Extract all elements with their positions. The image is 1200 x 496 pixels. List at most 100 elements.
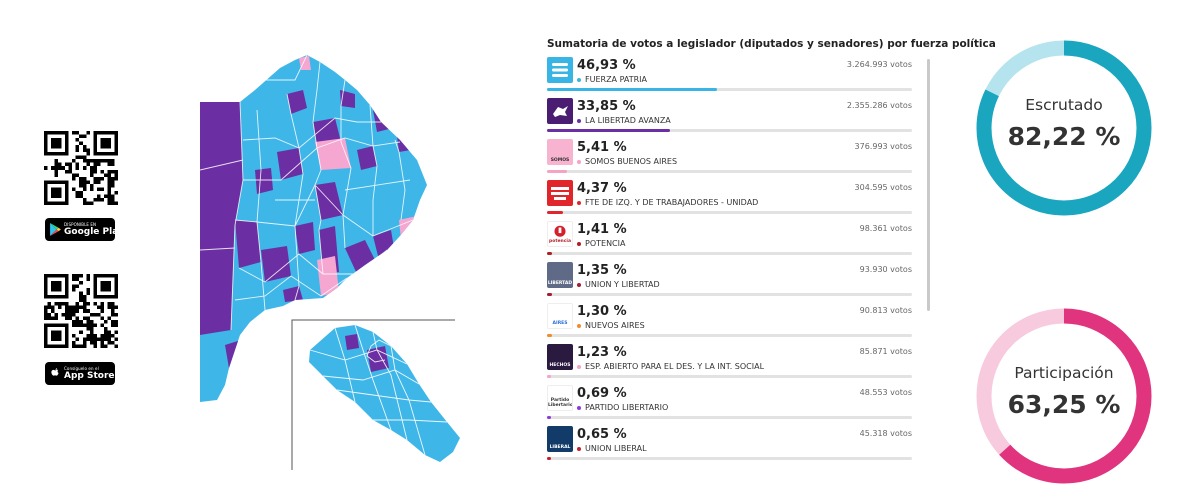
apple-icon (51, 368, 59, 376)
party-results-list[interactable]: 46,93 % 3.264.993 votos FUERZA PATRIA 33,85… (544, 55, 920, 475)
fuerza-patria-logo (547, 57, 573, 83)
party-bar-fill (547, 416, 552, 419)
party-row[interactable]: SOMOS 5,41 % 376.993 votos SOMOS BUENOS AIR… (544, 137, 920, 178)
party-bar-track (547, 252, 912, 255)
party-row[interactable]: AIRES 1,30 % 90.813 votos NUEVOS AIRES (544, 301, 920, 342)
party-bar-fill (547, 252, 553, 255)
escrutado-ring (976, 40, 1152, 216)
party-name-row: FTE DE IZQ. Y DE TRABAJADORES - UNIDAD (577, 198, 758, 207)
union-liberal-logo: LIBERAL (547, 426, 573, 452)
party-logo-text: LIBERTAD (547, 280, 573, 286)
party-percentage: 46,93 % (577, 58, 636, 73)
party-name: LA LIBERTAD AVANZA (585, 116, 671, 125)
party-name: POTENCIA (585, 239, 626, 248)
party-bar-track (547, 88, 912, 91)
fit-icon (551, 187, 569, 200)
party-name-row: POTENCIA (577, 239, 625, 248)
escrutado-gauge: Escrutado 82,22 % (976, 40, 1152, 216)
party-color-dot (577, 77, 581, 82)
electoral-map[interactable] (195, 50, 475, 470)
potencia-logo: potencia (547, 221, 573, 247)
qr-code-app-store (44, 274, 118, 348)
results-title: Sumatoria de votos a legislador (diputad… (547, 38, 996, 50)
party-color-dot (577, 159, 581, 164)
participacion-value: 63,25 % (1007, 390, 1121, 419)
party-bar-track (547, 416, 912, 419)
party-row[interactable]: HECHOS 1,23 % 85.871 votos ESP. ABIERTO PAR… (544, 342, 920, 383)
fit-logo (547, 180, 573, 206)
party-name-row: SOMOS BUENOS AIRES (577, 157, 677, 166)
potencia-icon (554, 225, 566, 237)
party-bar-track (547, 129, 912, 132)
list-scrollbar[interactable] (927, 59, 930, 311)
hechos-logo: HECHOS (547, 344, 573, 370)
party-name: UNION LIBERAL (585, 444, 647, 453)
party-votes: 376.993 votos (854, 142, 912, 151)
party-bar-fill (547, 375, 552, 378)
party-votes: 3.264.993 votos (846, 60, 912, 69)
party-color-dot (577, 364, 581, 369)
party-votes: 45.318 votos (859, 429, 912, 438)
party-logo-text: potencia (549, 238, 571, 244)
union-libertad-logo: LIBERTAD (547, 262, 573, 288)
party-bar-track (547, 334, 912, 337)
party-votes: 90.813 votos (859, 306, 912, 315)
party-logo-text: Partido Libertario (548, 398, 573, 408)
party-bar-track (547, 375, 912, 378)
party-row[interactable]: potencia 1,41 % 98.361 votos POTENCIA (544, 219, 920, 260)
gba-inset-map (309, 325, 460, 462)
party-percentage: 0,65 % (577, 427, 627, 442)
party-row[interactable]: Partido Libertario 0,69 % 48.553 votos PART… (544, 383, 920, 424)
party-name: NUEVOS AIRES (585, 321, 645, 330)
participacion-label: Participación (1014, 364, 1114, 382)
party-name-row: NUEVOS AIRES (577, 321, 645, 330)
nuevos-aires-logo: AIRES (547, 303, 573, 329)
party-percentage: 1,35 % (577, 263, 627, 278)
somos-logo: SOMOS (547, 139, 573, 165)
party-bar-fill (547, 129, 670, 132)
participacion-gauge: Participación 63,25 % (976, 308, 1152, 484)
app-store-small-text: Consíguelo en el (64, 365, 99, 371)
party-name: FUERZA PATRIA (585, 75, 648, 84)
party-name-row: FUERZA PATRIA (577, 75, 647, 84)
party-votes: 2.355.286 votos (846, 101, 912, 110)
party-color-dot (577, 241, 581, 246)
party-logo-text: HECHOS (549, 362, 571, 368)
party-name-row: ESP. ABIERTO PARA EL DES. Y LA INT. SOCI… (577, 362, 764, 371)
party-row[interactable]: 4,37 % 304.595 votos FTE DE IZQ. Y DE TRAB… (544, 178, 920, 219)
escrutado-value: 82,22 % (1007, 122, 1121, 151)
party-bar-fill (547, 211, 563, 214)
app-store-big-text: App Store (64, 370, 115, 381)
party-votes: 85.871 votos (859, 347, 912, 356)
party-row[interactable]: LIBERTAD 1,35 % 93.930 votos UNION Y LIBERT… (544, 260, 920, 301)
google-play-big-text: Google Play (64, 226, 124, 237)
party-bar-fill (547, 293, 552, 296)
party-row[interactable]: 46,93 % 3.264.993 votos FUERZA PATRIA (544, 55, 920, 96)
party-bar-fill (547, 334, 552, 337)
party-row[interactable]: 33,85 % 2.355.286 votos LA LIBERTAD AVANZA (544, 96, 920, 137)
party-percentage: 0,69 % (577, 386, 627, 401)
party-percentage: 1,41 % (577, 222, 627, 237)
fuerza-patria-icon (552, 63, 568, 77)
google-play-badge[interactable]: DISPONIBLE EN Google Play (45, 218, 124, 241)
party-name: UNION Y LIBERTAD (585, 280, 660, 289)
party-votes: 304.595 votos (854, 183, 912, 192)
qr-code-google-play (44, 131, 118, 205)
party-bar-track (547, 170, 912, 173)
app-store-badge[interactable]: Consíguelo en el App Store (45, 362, 115, 385)
participacion-ring (976, 308, 1152, 484)
party-bar-fill (547, 170, 567, 173)
party-name-row: PARTIDO LIBERTARIO (577, 403, 668, 412)
list-fade (544, 462, 920, 476)
party-name-row: UNION Y LIBERTAD (577, 280, 660, 289)
party-percentage: 5,41 % (577, 140, 627, 155)
party-bar-fill (547, 88, 718, 91)
party-color-dot (577, 200, 581, 205)
libertad-avanza-logo (547, 98, 573, 124)
party-name: SOMOS BUENOS AIRES (585, 157, 678, 166)
party-row[interactable]: LIBERAL 0,65 % 45.318 votos UNION LIBERAL (544, 424, 920, 465)
lion-icon (553, 106, 568, 117)
party-name: FTE DE IZQ. Y DE TRABAJADORES - UNIDAD (585, 198, 759, 207)
party-percentage: 1,23 % (577, 345, 627, 360)
party-color-dot (577, 323, 581, 328)
